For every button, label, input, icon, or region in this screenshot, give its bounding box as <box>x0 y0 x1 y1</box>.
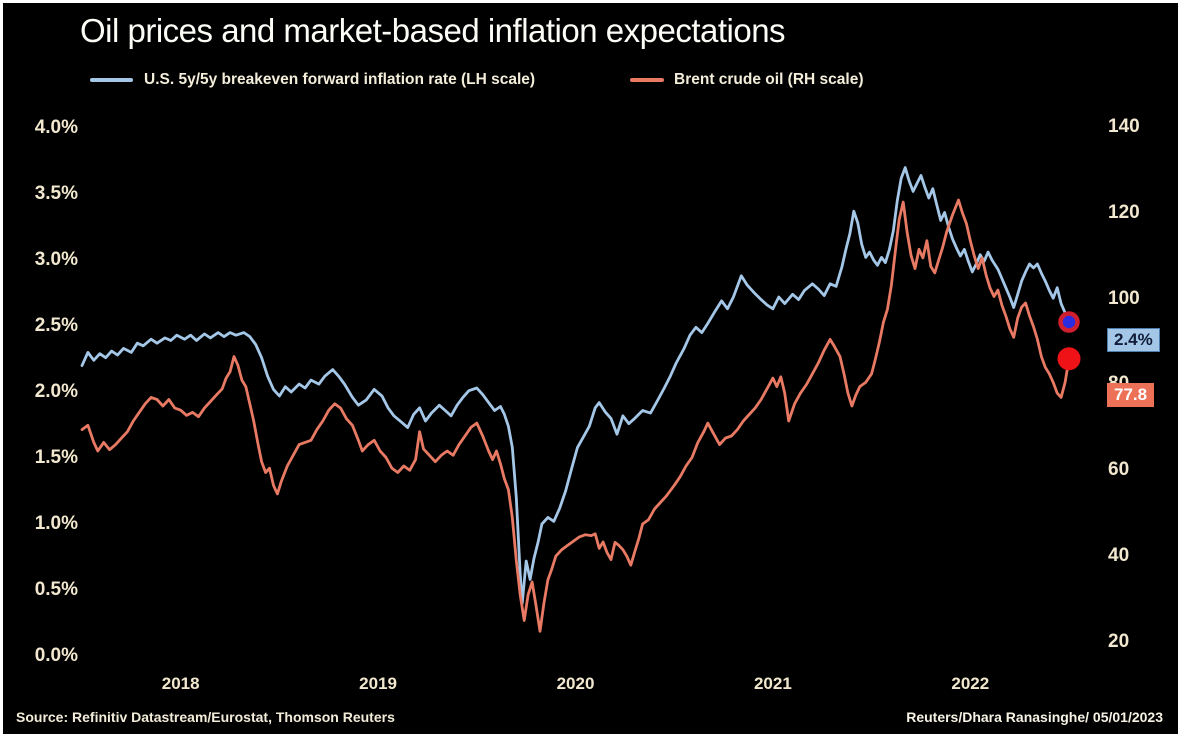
left-axis-tick: 0.5% <box>34 579 78 600</box>
page-title: Oil prices and market-based inflation ex… <box>80 12 786 49</box>
inflation-line <box>80 166 1071 605</box>
right-axis-tick: 120 <box>1108 201 1140 223</box>
legend: U.S. 5y/5y breakeven forward inflation r… <box>0 69 1181 91</box>
left-axis-tick: 2.0% <box>34 381 78 402</box>
brent-end-marker <box>1057 347 1081 371</box>
left-axis-tick: 2.5% <box>34 315 78 336</box>
left-axis-tick: 4.0% <box>34 117 78 138</box>
inflation-end-marker <box>1058 311 1080 333</box>
left-axis-tick: 1.5% <box>34 447 78 468</box>
left-axis-tick: 3.0% <box>34 249 78 270</box>
brent-legend-swatch <box>630 78 664 82</box>
left-axis-tick: 1.0% <box>34 513 78 534</box>
chart-background <box>3 3 1178 734</box>
right-axis-tick: 20 <box>1108 631 1130 652</box>
inflation-end-value-badge: 2.4% <box>1107 328 1160 353</box>
x-axis-year-tick: 2022 <box>951 674 990 693</box>
inflation-legend-label: U.S. 5y/5y breakeven forward inflation r… <box>144 71 536 88</box>
right-axis-tick: 40 <box>1108 545 1130 567</box>
x-axis-year-tick: 2018 <box>161 674 200 693</box>
right-axis-tick: 140 <box>1108 115 1140 137</box>
x-axis-year-tick: 2021 <box>753 674 792 693</box>
brent-legend-label: Brent crude oil (RH scale) <box>674 71 864 88</box>
byline-credit: Reuters/Dhara Ranasinghe/ 05/01/2023 <box>906 709 1163 725</box>
brent-line <box>80 198 1071 633</box>
right-axis-tick: 60 <box>1108 459 1130 481</box>
brent-end-value-badge: 77.8 <box>1107 382 1155 407</box>
x-axis-year-tick: 2020 <box>556 674 595 693</box>
inflation-legend-swatch <box>90 78 133 82</box>
left-axis-tick: 3.5% <box>34 183 78 204</box>
left-axis-tick: 0.0% <box>34 645 78 666</box>
source-attribution: Source: Refinitiv Datastream/Eurostat, T… <box>16 709 395 725</box>
x-axis-year-tick: 2019 <box>359 674 398 693</box>
right-axis-tick: 100 <box>1108 287 1140 309</box>
